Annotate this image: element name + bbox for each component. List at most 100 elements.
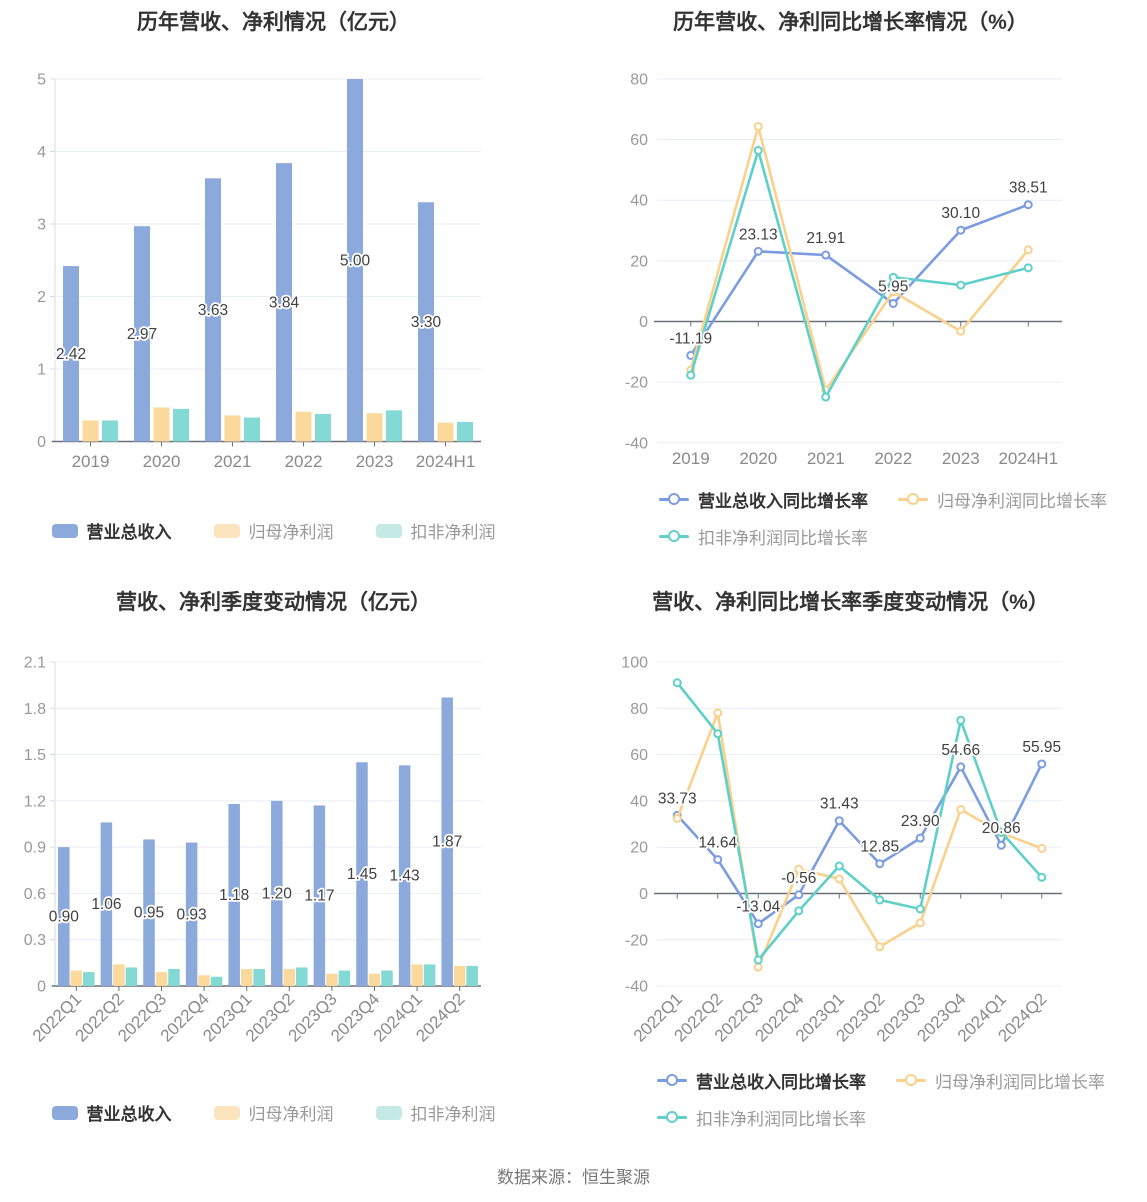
annual-amounts-plot: 5 4 3 2 1 0 2019 2020 2021 2022 2023 2024H1 2.42 2.97… (37, 72, 481, 471)
svg-text:1: 1 (37, 362, 46, 379)
series-0 (63, 79, 434, 442)
svg-text:-0.56: -0.56 (781, 870, 816, 887)
svg-text:-13.04: -13.04 (736, 899, 780, 916)
svg-text:3.63: 3.63 (198, 302, 228, 319)
svg-text:60: 60 (630, 747, 648, 764)
svg-text:38.51: 38.51 (1009, 180, 1048, 197)
annual-growth-plot: 80 60 40 20 0 -20 -40 2019 2020 2021 2022 2023 2024H… (625, 71, 1062, 468)
axes: 2.11.81.51.20.90.60.302022Q12022Q22022Q3… (24, 654, 481, 1046)
quarterly-growth-title: 营收、净利同比增长率季度变动情况（%） (652, 591, 1049, 614)
legend-label: 扣非净利润同比增长率 (698, 529, 868, 548)
deducted-profit-line-marker-icon (657, 1110, 687, 1126)
svg-text:-11.19: -11.19 (669, 330, 712, 347)
svg-text:0.3: 0.3 (24, 932, 46, 949)
svg-text:0: 0 (37, 434, 46, 451)
deducted-profit-swatch-icon (375, 523, 402, 538)
svg-text:21.91: 21.91 (806, 230, 845, 247)
svg-text:0: 0 (37, 979, 46, 996)
series-2 (672, 678, 1047, 965)
svg-text:1.20: 1.20 (262, 885, 293, 902)
revenue-line-marker-icon (657, 1073, 687, 1089)
svg-text:1.18: 1.18 (219, 887, 249, 904)
revenue-line-marker-icon (659, 492, 689, 508)
svg-text:2021: 2021 (807, 449, 845, 468)
legend-item-net-profit[interactable]: 归母净利润 (213, 518, 334, 543)
svg-text:20: 20 (630, 840, 648, 857)
svg-text:0.95: 0.95 (134, 905, 164, 922)
svg-text:0.9: 0.9 (24, 840, 46, 857)
value-labels: 2.42 2.97 3.63 3.84 5.00 3.30 (54, 251, 443, 365)
annual-amounts-title: 历年营收、净利情况（亿元） (137, 11, 410, 34)
value-labels: -11.19 23.13 21.91 5.95 30.10 38.51 (668, 178, 1050, 349)
svg-text:2024H1: 2024H1 (998, 449, 1058, 468)
svg-text:14.64: 14.64 (698, 835, 737, 852)
series-1 (70, 964, 466, 986)
svg-text:31.43: 31.43 (820, 796, 859, 813)
svg-text:20.86: 20.86 (982, 820, 1021, 837)
legend-item-net-profit-growth[interactable]: 归母净利润同比增长率 (898, 487, 1107, 512)
legend-label: 扣非净利润同比增长率 (696, 1110, 866, 1129)
legend-item-deducted-profit-growth[interactable]: 扣非净利润同比增长率 (659, 524, 868, 549)
svg-text:2.97: 2.97 (127, 326, 157, 343)
svg-text:2021: 2021 (214, 452, 252, 471)
svg-text:3: 3 (37, 217, 46, 234)
svg-text:2023: 2023 (356, 452, 394, 471)
legend-label: 归母净利润 (248, 523, 334, 542)
quarterly-growth-plot: 100806040200-20-402022Q12022Q22022Q32022… (621, 654, 1063, 1045)
svg-text:1.2: 1.2 (24, 793, 46, 810)
series-2 (83, 964, 478, 986)
svg-text:40: 40 (630, 193, 648, 210)
series-0 (686, 200, 1033, 360)
svg-text:1.87: 1.87 (432, 834, 462, 851)
deducted-profit-swatch-icon (375, 1105, 402, 1120)
svg-text:2020: 2020 (143, 452, 181, 471)
legend-item-total-revenue[interactable]: 营业总收入 (51, 1100, 172, 1125)
gridlines (55, 78, 481, 370)
legend-item-revenue-growth[interactable]: 营业总收入同比增长率 (657, 1068, 866, 1093)
legend-item-revenue-growth[interactable]: 营业总收入同比增长率 (659, 487, 868, 512)
legend-label: 扣非净利润 (410, 523, 496, 542)
svg-text:3.30: 3.30 (411, 314, 442, 331)
annual-amounts-legend: 营业总收入 归母净利润 扣非净利润 (0, 518, 547, 543)
legend-item-total-revenue[interactable]: 营业总收入 (51, 518, 172, 543)
svg-text:0: 0 (639, 314, 648, 331)
svg-text:1.8: 1.8 (24, 701, 46, 718)
svg-text:23.13: 23.13 (739, 226, 778, 243)
legend-item-net-profit[interactable]: 归母净利润 (213, 1100, 334, 1125)
svg-text:2022: 2022 (874, 449, 912, 468)
svg-text:2019: 2019 (672, 449, 710, 468)
svg-text:100: 100 (621, 654, 648, 671)
legend-item-deducted-profit[interactable]: 扣非净利润 (375, 518, 496, 543)
legend-label: 归母净利润同比增长率 (935, 1073, 1105, 1092)
svg-text:-40: -40 (625, 979, 648, 996)
svg-text:1.06: 1.06 (91, 896, 121, 913)
legend-label: 营业总收入同比增长率 (698, 492, 868, 511)
svg-text:2: 2 (37, 289, 46, 306)
svg-text:-40: -40 (625, 435, 648, 452)
svg-text:0.93: 0.93 (177, 906, 207, 923)
revenue-swatch-icon (51, 1105, 78, 1120)
svg-text:-20: -20 (625, 932, 648, 949)
axes: 5 4 3 2 1 0 2019 2020 2021 2022 2023 2024H1 (37, 72, 481, 471)
svg-text:2023: 2023 (942, 449, 980, 468)
legend-label: 营业总收入 (86, 1105, 172, 1124)
svg-text:20: 20 (630, 253, 648, 270)
net-profit-line-marker-icon (898, 492, 928, 508)
svg-text:2020: 2020 (739, 449, 777, 468)
svg-text:1.43: 1.43 (390, 868, 420, 885)
legend-label: 营业总收入 (86, 523, 172, 542)
value-labels: 0.90 1.06 0.95 0.93 1.18 1.20 1.17 1.45 1.43 1.87 (47, 832, 464, 927)
svg-text:0.6: 0.6 (24, 886, 46, 903)
legend-item-net-profit-growth[interactable]: 归母净利润同比增长率 (896, 1068, 1105, 1093)
svg-text:1.5: 1.5 (24, 747, 46, 764)
svg-text:55.95: 55.95 (1022, 739, 1061, 756)
legend-item-deducted-profit-growth[interactable]: 扣非净利润同比增长率 (657, 1105, 866, 1130)
quarterly-amounts-title: 营收、净利季度变动情况（亿元） (116, 591, 431, 614)
svg-text:12.85: 12.85 (860, 839, 899, 856)
legend-item-deducted-profit[interactable]: 扣非净利润 (375, 1100, 496, 1125)
svg-text:1.17: 1.17 (304, 888, 334, 905)
legend-label: 归母净利润同比增长率 (937, 492, 1107, 511)
svg-text:60: 60 (630, 132, 648, 149)
svg-text:3.84: 3.84 (269, 294, 300, 311)
svg-text:1.45: 1.45 (347, 866, 377, 883)
